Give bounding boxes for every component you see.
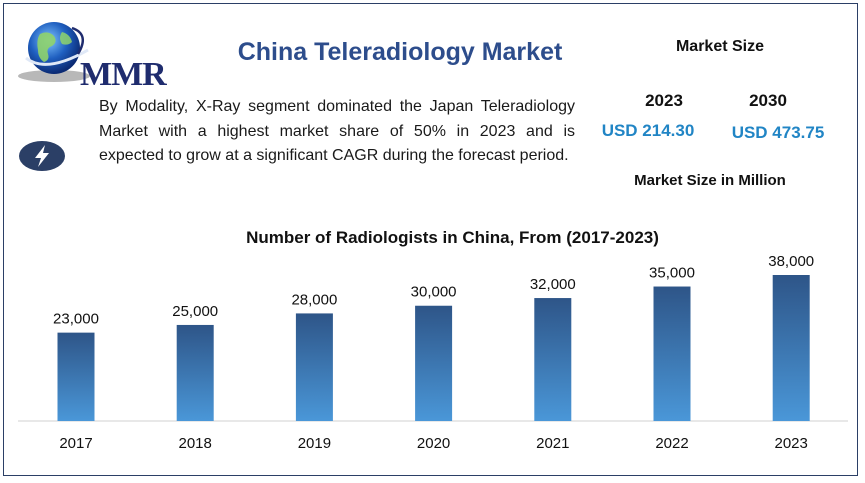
market-size-value-2023: USD 214.30 xyxy=(601,121,695,140)
logo-text: MMR xyxy=(80,56,167,93)
market-size-year-2030: 2030 xyxy=(749,91,787,110)
bar-2021 xyxy=(534,298,572,421)
bar-2018 xyxy=(176,324,214,421)
x-tick-label-2017: 2017 xyxy=(59,435,92,452)
bar-2017 xyxy=(57,332,95,421)
bar-value-label-2022: 35,000 xyxy=(649,265,695,282)
lightning-bolt-icon xyxy=(19,141,65,171)
chart-title: Number of Radiologists in China, From (2… xyxy=(246,228,659,247)
market-size-year-2023: 2023 xyxy=(645,91,683,110)
market-size-title: Market Size xyxy=(675,38,765,55)
bar-2019 xyxy=(295,313,333,421)
bar-2022 xyxy=(653,286,691,421)
market-size-value-2030: USD 473.75 xyxy=(731,123,825,142)
x-tick-label-2020: 2020 xyxy=(417,435,450,452)
bar-value-label-2020: 30,000 xyxy=(411,284,457,301)
outer-frame xyxy=(3,3,858,476)
mmr-logo: MMR xyxy=(12,18,177,93)
bar-value-label-2018: 25,000 xyxy=(172,303,218,320)
bar-value-label-2023: 38,000 xyxy=(768,253,814,270)
x-tick-label-2023: 2023 xyxy=(775,435,808,452)
bar-value-label-2021: 32,000 xyxy=(530,276,576,293)
market-size-unit-label: Market Size in Million xyxy=(634,172,786,189)
page-title: China Teleradiology Market xyxy=(237,38,563,66)
x-tick-label-2021: 2021 xyxy=(536,435,569,452)
x-tick-label-2019: 2019 xyxy=(298,435,331,452)
bar-value-label-2019: 28,000 xyxy=(291,291,337,308)
description-text: By Modality, X-Ray segment dominated the… xyxy=(99,98,575,164)
globe-icon xyxy=(18,22,90,82)
x-tick-label-2022: 2022 xyxy=(655,435,688,452)
bar-value-label-2017: 23,000 xyxy=(53,311,99,328)
bar-2020 xyxy=(415,305,453,421)
bar-2023 xyxy=(772,275,810,421)
x-tick-label-2018: 2018 xyxy=(179,435,212,452)
